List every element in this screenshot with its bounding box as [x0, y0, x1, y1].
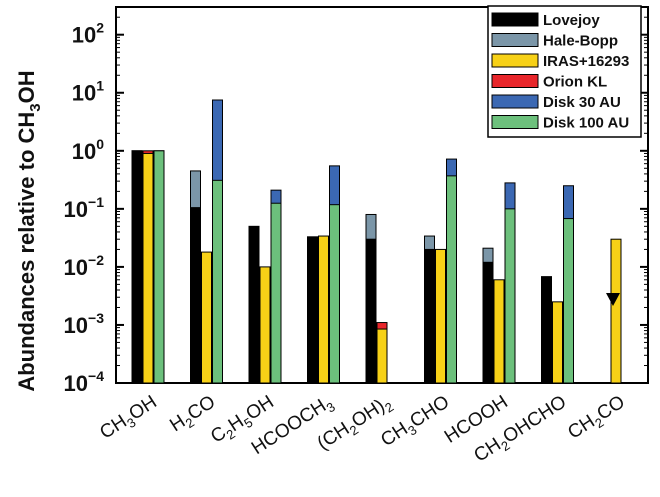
x-axis: CH3OH H2COC2H5OHHCOOCH3(CH2OH)2CH3CHOHCOO…: [96, 392, 630, 467]
bar-disk-100-au-hcooh: [504, 208, 516, 384]
bar-iras-16293-hcooh: [493, 279, 505, 384]
bar-disk-100-au-ch3cho: [446, 175, 457, 384]
bar-lovejoy-ch3cho: [424, 248, 435, 384]
bar-lovejoy-hcooh: [482, 261, 494, 384]
bar-iras-16293-hcooch3: [318, 235, 329, 384]
bar-iras-16293-ch2oh2: [376, 328, 388, 384]
legend-swatch: [491, 12, 539, 27]
bar-iras-16293-ch2ohcho: [552, 301, 563, 384]
bar-lovejoy-h2co: [190, 207, 201, 384]
bar-disk-100-au-ch2ohcho: [563, 218, 574, 384]
legend-label: Lovejoy: [543, 12, 600, 29]
legend-swatch: [491, 115, 539, 129]
x-tick-label: CH2CO: [564, 392, 630, 447]
legend-label: Orion KL: [543, 74, 607, 91]
legend-swatch: [491, 53, 539, 68]
bar-iras-16293-ch2co: [610, 238, 622, 384]
bar-lovejoy-ch3oh: [131, 150, 143, 384]
y-axis: 102 101 100 10−1 10−2 10−3 10−4: [64, 16, 648, 396]
bar-disk-100-au-h2co: [212, 179, 223, 384]
y-axis-label: Abundances relative to CH3OH: [14, 70, 44, 391]
y-tick-label: 102: [72, 20, 104, 48]
bar-lovejoy-c2h5oh: [248, 225, 260, 384]
bar-lovejoy-hcooch3: [307, 236, 318, 384]
legend-swatch: [491, 74, 539, 88]
legend-label: Hale-Bopp: [543, 33, 618, 50]
bar-disk-100-au-c2h5oh: [270, 202, 282, 384]
legend: Lovejoy Hale-Bopp IRAS+16293 Orion KL Disk 3…: [487, 5, 642, 138]
legend-swatch: [491, 94, 539, 109]
bar-iras-16293-ch3cho: [435, 248, 446, 384]
y-tick-label: 101: [72, 78, 104, 106]
bar-iras-16293-h2co: [201, 251, 212, 384]
bar-iras-16293-ch3oh: [142, 152, 154, 384]
bars: [131, 99, 622, 384]
y-tick-label: 10−4: [64, 368, 105, 396]
y-tick-label: 10−2: [64, 252, 105, 280]
legend-label: IRAS+16293: [543, 53, 629, 70]
bar-lovejoy-ch2ohcho: [541, 276, 552, 384]
upper-limit-marker: [606, 292, 620, 306]
plot-area: [115, 6, 649, 384]
y-tick-label: 100: [72, 136, 104, 164]
legend-label: Disk 100 AU: [543, 115, 629, 132]
y-tick-label: 10−1: [64, 194, 105, 222]
x-tick-label: CH3OH: [96, 392, 162, 447]
legend-swatch: [491, 33, 539, 47]
bar-iras-16293-c2h5oh: [259, 266, 271, 384]
bar-lovejoy-ch2oh2: [365, 238, 377, 384]
y-tick-label: 10−3: [64, 310, 105, 338]
bar-disk-100-au-ch3oh: [153, 150, 165, 384]
bar-disk-100-au-hcooch3: [329, 204, 340, 384]
legend-label: Disk 30 AU: [543, 94, 621, 111]
